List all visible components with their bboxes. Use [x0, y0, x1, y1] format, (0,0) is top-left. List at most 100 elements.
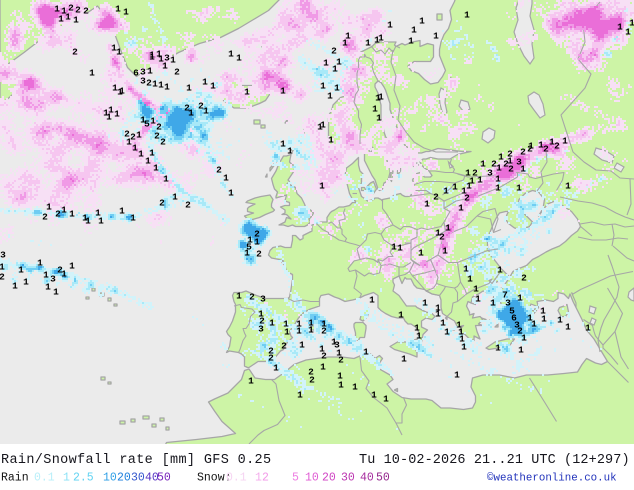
svg-text:1: 1	[496, 163, 502, 174]
svg-text:1: 1	[297, 390, 303, 401]
svg-text:1: 1	[414, 323, 420, 334]
svg-text:1: 1	[45, 282, 51, 293]
svg-text:1: 1	[507, 156, 513, 167]
svg-text:3: 3	[164, 53, 170, 64]
svg-text:1: 1	[103, 108, 109, 119]
svg-text:1: 1	[130, 213, 136, 224]
svg-text:1: 1	[186, 83, 192, 94]
svg-text:1: 1	[150, 116, 156, 127]
svg-text:1: 1	[61, 6, 67, 17]
svg-text:6: 6	[511, 313, 517, 324]
svg-text:1: 1	[158, 54, 164, 65]
svg-text:1: 1	[352, 382, 358, 393]
svg-text:1: 1	[323, 58, 329, 69]
svg-text:1: 1	[280, 86, 286, 97]
svg-text:1: 1	[287, 146, 293, 157]
svg-text:1: 1	[442, 246, 448, 257]
svg-text:1: 1	[319, 344, 325, 355]
svg-text:1: 1	[170, 55, 176, 66]
svg-text:1: 1	[223, 173, 229, 184]
svg-text:2: 2	[308, 367, 314, 378]
svg-text:2: 2	[42, 212, 48, 223]
svg-text:1: 1	[320, 120, 326, 131]
svg-text:1: 1	[433, 31, 439, 42]
svg-text:1: 1	[452, 182, 458, 193]
svg-text:1: 1	[585, 323, 591, 334]
svg-text:2: 2	[154, 131, 160, 142]
svg-text:1: 1	[258, 309, 264, 320]
svg-text:1: 1	[244, 87, 250, 98]
svg-text:1: 1	[106, 112, 112, 123]
svg-text:1: 1	[540, 306, 546, 317]
svg-text:2: 2	[146, 78, 152, 89]
svg-text:1: 1	[467, 274, 473, 285]
svg-text:2: 2	[55, 209, 61, 220]
svg-text:1: 1	[69, 261, 75, 272]
svg-text:1: 1	[58, 14, 64, 25]
svg-text:1: 1	[495, 343, 501, 354]
svg-text:1: 1	[37, 258, 43, 269]
svg-text:1: 1	[73, 15, 79, 26]
svg-text:1: 1	[418, 248, 424, 259]
svg-text:1: 1	[461, 342, 467, 353]
svg-text:2: 2	[0, 272, 5, 283]
svg-text:1: 1	[401, 354, 407, 365]
svg-text:2: 2	[281, 341, 287, 352]
svg-text:1: 1	[516, 183, 522, 194]
svg-text:2: 2	[72, 47, 78, 58]
svg-text:1: 1	[95, 208, 101, 219]
svg-text:1: 1	[188, 108, 194, 119]
svg-text:2: 2	[338, 355, 344, 366]
svg-text:5: 5	[292, 472, 299, 485]
svg-text:1: 1	[332, 64, 338, 75]
svg-text:1: 1	[43, 270, 49, 281]
svg-text:5: 5	[246, 242, 252, 253]
svg-text:2: 2	[262, 472, 269, 485]
svg-text:2: 2	[508, 164, 514, 175]
svg-text:1: 1	[454, 370, 460, 381]
svg-text:2: 2	[268, 353, 274, 364]
svg-text:1: 1	[320, 362, 326, 373]
svg-text:1: 1	[236, 53, 242, 64]
svg-text:1: 1	[46, 202, 52, 213]
svg-text:20: 20	[117, 472, 131, 485]
svg-text:1: 1	[273, 363, 279, 374]
svg-text:1: 1	[0, 262, 5, 273]
svg-text:1: 1	[557, 315, 563, 326]
svg-text:Snow:: Snow:	[197, 472, 232, 485]
svg-text:1: 1	[463, 264, 469, 275]
svg-text:1: 1	[466, 181, 472, 192]
svg-text:2: 2	[185, 200, 191, 211]
svg-text:1: 1	[617, 22, 623, 33]
svg-text:3: 3	[334, 340, 340, 351]
svg-text:1: 1	[280, 139, 286, 150]
svg-text:1: 1	[497, 265, 503, 276]
svg-text:0.1: 0.1	[34, 472, 55, 485]
svg-text:2: 2	[521, 273, 527, 284]
svg-text:1: 1	[443, 186, 449, 197]
svg-text:1: 1	[408, 36, 414, 47]
svg-text:2: 2	[543, 144, 549, 155]
svg-text:2: 2	[517, 326, 523, 337]
svg-text:2: 2	[174, 67, 180, 78]
svg-text:1: 1	[172, 192, 178, 203]
svg-text:1: 1	[521, 333, 527, 344]
svg-text:1: 1	[163, 174, 169, 185]
svg-text:2: 2	[130, 132, 136, 143]
svg-text:50: 50	[376, 472, 390, 485]
svg-text:1: 1	[458, 327, 464, 338]
svg-text:1: 1	[158, 80, 164, 91]
svg-text:1: 1	[248, 376, 254, 387]
svg-text:1: 1	[254, 237, 260, 248]
svg-text:1: 1	[123, 7, 129, 18]
svg-text:1: 1	[397, 243, 403, 254]
svg-text:2: 2	[256, 249, 262, 260]
svg-text:1: 1	[203, 106, 209, 117]
svg-text:1: 1	[625, 27, 631, 38]
svg-text:5: 5	[509, 306, 515, 317]
svg-text:1: 1	[378, 33, 384, 44]
svg-text:1: 1	[63, 472, 70, 485]
svg-text:1: 1	[549, 137, 555, 148]
svg-text:40: 40	[145, 472, 159, 485]
svg-text:1: 1	[375, 93, 381, 104]
